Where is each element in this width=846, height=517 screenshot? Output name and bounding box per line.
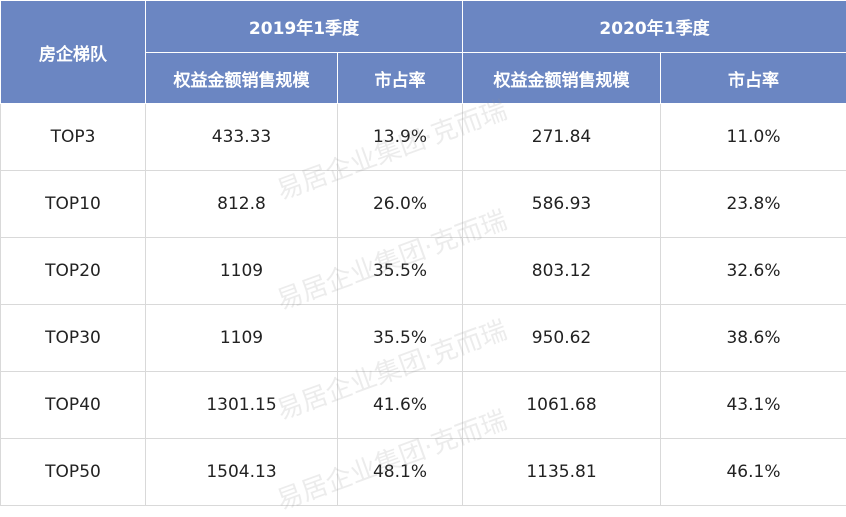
sales-2019-cell: 1504.13 bbox=[146, 439, 338, 506]
share-2019-cell: 26.0% bbox=[338, 171, 463, 238]
share-2019-cell: 35.5% bbox=[338, 305, 463, 372]
tier-cell: TOP30 bbox=[1, 305, 146, 372]
market-share-2020-header: 市占率 bbox=[661, 53, 846, 104]
sales-2020-cell: 1135.81 bbox=[463, 439, 661, 506]
table-row: TOP40 1301.15 41.6% 1061.68 43.1% bbox=[1, 372, 846, 439]
share-2019-cell: 13.9% bbox=[338, 104, 463, 171]
tier-header: 房企梯队 bbox=[1, 1, 146, 104]
share-2019-cell: 35.5% bbox=[338, 238, 463, 305]
table-row: TOP50 1504.13 48.1% 1135.81 46.1% bbox=[1, 439, 846, 506]
share-2020-cell: 11.0% bbox=[661, 104, 846, 171]
table-row: TOP10 812.8 26.0% 586.93 23.8% bbox=[1, 171, 846, 238]
ranking-table: 房企梯队 2019年1季度 2020年1季度 权益金额销售规模 市占率 权益金额… bbox=[0, 0, 846, 506]
header-row-1: 房企梯队 2019年1季度 2020年1季度 bbox=[1, 1, 846, 53]
share-2020-cell: 46.1% bbox=[661, 439, 846, 506]
share-2019-cell: 41.6% bbox=[338, 372, 463, 439]
tier-cell: TOP50 bbox=[1, 439, 146, 506]
sales-2020-cell: 950.62 bbox=[463, 305, 661, 372]
share-2020-cell: 38.6% bbox=[661, 305, 846, 372]
sales-2019-cell: 1301.15 bbox=[146, 372, 338, 439]
table-row: TOP30 1109 35.5% 950.62 38.6% bbox=[1, 305, 846, 372]
table-container: 房企梯队 2019年1季度 2020年1季度 权益金额销售规模 市占率 权益金额… bbox=[0, 0, 846, 499]
share-2020-cell: 43.1% bbox=[661, 372, 846, 439]
table-row: TOP20 1109 35.5% 803.12 32.6% bbox=[1, 238, 846, 305]
table-row: TOP3 433.33 13.9% 271.84 11.0% bbox=[1, 104, 846, 171]
sales-2019-cell: 1109 bbox=[146, 305, 338, 372]
sales-2019-cell: 812.8 bbox=[146, 171, 338, 238]
sales-2020-cell: 803.12 bbox=[463, 238, 661, 305]
sales-2020-cell: 1061.68 bbox=[463, 372, 661, 439]
sales-2019-cell: 433.33 bbox=[146, 104, 338, 171]
equity-sales-2019-header: 权益金额销售规模 bbox=[146, 53, 338, 104]
share-2019-cell: 48.1% bbox=[338, 439, 463, 506]
market-share-2019-header: 市占率 bbox=[338, 53, 463, 104]
tier-cell: TOP10 bbox=[1, 171, 146, 238]
sales-2019-cell: 1109 bbox=[146, 238, 338, 305]
tier-cell: TOP3 bbox=[1, 104, 146, 171]
sales-2020-cell: 271.84 bbox=[463, 104, 661, 171]
period-2019-header: 2019年1季度 bbox=[146, 1, 463, 53]
tier-cell: TOP40 bbox=[1, 372, 146, 439]
sales-2020-cell: 586.93 bbox=[463, 171, 661, 238]
equity-sales-2020-header: 权益金额销售规模 bbox=[463, 53, 661, 104]
share-2020-cell: 32.6% bbox=[661, 238, 846, 305]
period-2020-header: 2020年1季度 bbox=[463, 1, 846, 53]
share-2020-cell: 23.8% bbox=[661, 171, 846, 238]
tier-cell: TOP20 bbox=[1, 238, 146, 305]
